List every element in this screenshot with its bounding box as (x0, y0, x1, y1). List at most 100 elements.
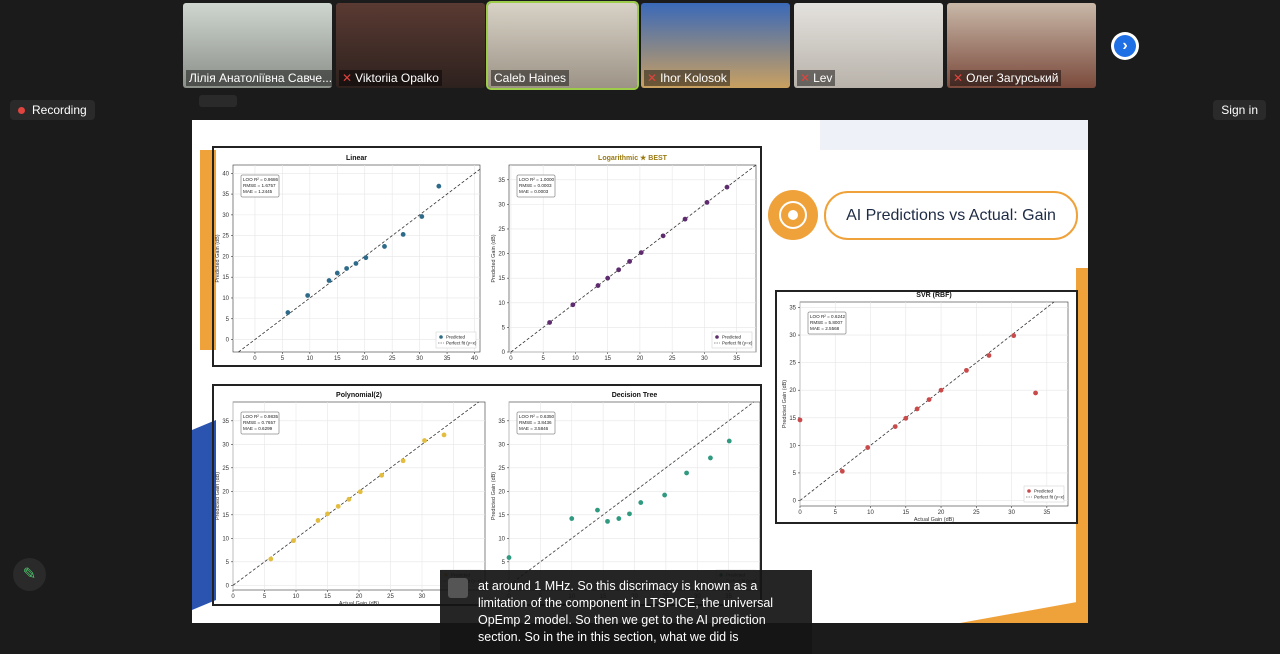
next-page-button[interactable]: › (1111, 32, 1139, 60)
legend-marker (715, 335, 719, 339)
legend-marker (1027, 489, 1031, 493)
data-point (964, 367, 969, 373)
slide-decoration (200, 150, 216, 350)
legend-marker (439, 335, 443, 339)
chart-title: Linear (346, 155, 367, 162)
y-tick-label: 0 (793, 498, 797, 504)
x-tick-label: 5 (834, 510, 838, 516)
data-point (569, 516, 575, 521)
y-tick-label: 15 (498, 513, 505, 519)
annotation-line: MAE = 0.6299 (243, 426, 273, 431)
x-tick-label: 20 (356, 594, 363, 600)
participant-name: ✕ Lev (797, 70, 836, 86)
data-point (704, 200, 710, 205)
data-point (662, 492, 668, 498)
annotation-line: LOO R² = 1.0000 (519, 177, 555, 182)
annotation-line: MAE = 2.5568 (810, 326, 840, 331)
data-point (627, 511, 632, 517)
slide-icon (779, 201, 807, 229)
data-point (335, 503, 341, 509)
next-icon: › (1114, 35, 1136, 57)
data-point (363, 255, 369, 261)
data-point (570, 302, 576, 308)
data-point (605, 518, 610, 524)
participant-name-text: Viktoriia Opalko (355, 71, 439, 85)
y-tick-label: 10 (498, 536, 505, 542)
slide-icon (788, 210, 798, 220)
legend-label: Perfect fit (y=x) (1034, 495, 1065, 500)
data-point (605, 275, 611, 281)
x-axis-label: Actual Gain (dB) (914, 517, 955, 523)
data-point (616, 267, 622, 273)
participant-tile[interactable]: Лілія Анатоліївна Савче... (183, 3, 332, 88)
participant-name: ✕ Олег Загурський (950, 70, 1062, 86)
annotation-box (516, 174, 556, 198)
annotate-button[interactable]: ✎ (13, 558, 46, 591)
y-tick-label: 25 (222, 466, 229, 472)
legend-label: Perfect fit (y=x) (446, 341, 477, 346)
data-point (547, 320, 553, 325)
participant-tile[interactable]: Caleb Haines (486, 1, 639, 90)
caption-line: section. So in the in this section, what… (478, 630, 739, 644)
annotation-box (240, 411, 280, 435)
y-tick-label: 10 (789, 443, 796, 449)
slide-decoration (192, 420, 216, 610)
data-point (382, 244, 387, 249)
y-axis-label: Predicted Gain (dB) (782, 380, 788, 428)
slide-decoration (960, 600, 1088, 623)
y-tick-label: 40 (222, 171, 229, 177)
y-tick-label: 5 (502, 560, 506, 566)
participant-name: ✕ Viktoriia Opalko (339, 70, 442, 86)
annotation-line: RMSE = 0.0003 (519, 183, 552, 188)
participant-tile[interactable]: ✕ Ihor Kolosok (641, 3, 790, 88)
data-point (315, 518, 321, 523)
y-tick-label: 15 (789, 416, 796, 422)
x-tick-label: 5 (281, 356, 285, 362)
data-point (1011, 333, 1017, 339)
data-point (865, 445, 871, 450)
participant-tile[interactable]: ✕ Viktoriia Opalko (336, 3, 485, 88)
data-point (379, 472, 385, 478)
annotation-line: MAE = 1.2445 (243, 189, 273, 194)
participant-name-text: Олег Загурський (966, 71, 1059, 85)
participant-name-text: Lev (813, 71, 833, 85)
annotation-box (807, 311, 847, 335)
y-tick-label: 20 (222, 489, 229, 495)
y-tick-label: 20 (222, 254, 229, 260)
legend-box (1023, 485, 1065, 503)
x-tick-label: 30 (419, 594, 426, 600)
y-tick-label: 20 (789, 388, 796, 394)
recording-indicator[interactable]: Recording (10, 100, 95, 120)
participant-tile[interactable]: ✕ Олег Загурський (947, 3, 1096, 88)
x-tick-label: 0 (253, 356, 257, 362)
data-point (903, 415, 909, 421)
data-point (660, 233, 666, 239)
data-point (892, 424, 898, 430)
legend-label: Perfect fit (y=x) (722, 341, 753, 346)
chart-title: SVR (RBF) (916, 292, 951, 299)
y-tick-label: 15 (498, 276, 505, 282)
sign-in-button[interactable]: Sign in (1213, 100, 1266, 120)
x-tick-label: 20 (361, 356, 368, 362)
x-tick-label: 10 (307, 356, 314, 362)
y-tick-label: 0 (226, 338, 230, 344)
data-point (684, 470, 689, 476)
annotation-line: MAE = 3.5846 (519, 426, 549, 431)
plot-area (508, 401, 761, 591)
slide-icon (768, 190, 818, 240)
y-axis-label: Predicted Gain (dB) (215, 472, 221, 520)
y-tick-label: 35 (498, 178, 505, 184)
y-tick-label: 30 (222, 213, 229, 219)
plot-area (232, 401, 486, 591)
perfect-fit-line (232, 401, 479, 586)
participant-tile[interactable]: ✕ Lev (794, 3, 943, 88)
view-toggle[interactable] (199, 95, 237, 107)
caption-line: OpEmp 2 model. So then we get to the AI … (478, 613, 766, 627)
legend-label: Predicted (1034, 489, 1054, 494)
x-tick-label: 25 (389, 356, 396, 362)
chart-title: Logarithmic ★ BEST (598, 154, 668, 162)
y-tick-label: 30 (789, 333, 796, 339)
legend-box (711, 331, 753, 349)
x-tick-label: 25 (669, 356, 676, 362)
